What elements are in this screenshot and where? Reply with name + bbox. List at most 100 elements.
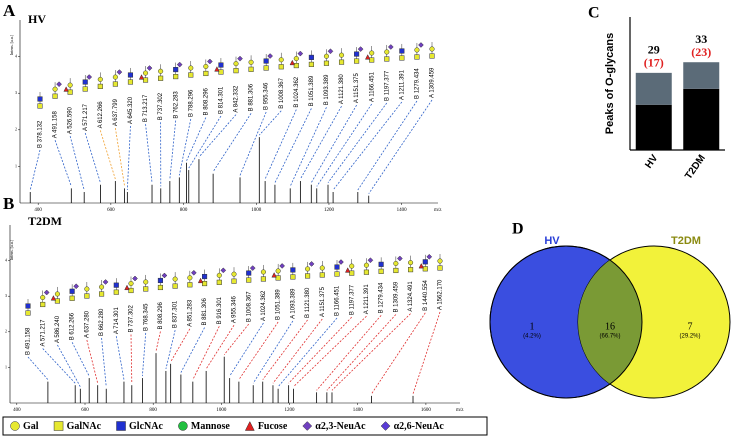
leader-line: [264, 109, 297, 180]
x-tick-label: 400: [13, 408, 21, 413]
glycan-icon: [393, 267, 399, 274]
peak-label: A 1324.491: [408, 281, 414, 312]
peak-label: B 1279.434: [415, 68, 421, 99]
y-axis-label: Intens. [a.u.]: [9, 34, 14, 55]
peak-label: A 1024.362: [261, 290, 267, 321]
venn-percent: (4.2%): [523, 334, 541, 340]
glycan-icon: [197, 277, 204, 284]
peak-label: B 1440.554: [423, 279, 429, 310]
leader-line: [57, 344, 81, 387]
peak-label: B 1121.380: [305, 287, 311, 318]
leader-line: [412, 311, 441, 395]
peak-label: A 491.158: [53, 111, 59, 139]
glycan-icon: [127, 72, 134, 78]
leader-line: [170, 328, 191, 363]
glycan-icon: [63, 86, 69, 92]
x-axis-label: m/z: [434, 208, 442, 213]
glycan-icon: [357, 46, 364, 52]
glycan-icon: [237, 55, 243, 62]
glycan-icon: [67, 82, 73, 88]
glycan-icon: [112, 74, 118, 80]
leader-line: [145, 124, 153, 183]
y-tick-label: 2: [15, 127, 17, 132]
peak-label: B 788.296: [188, 89, 194, 117]
glycan-icon: [220, 267, 227, 274]
glycan-icon: [289, 59, 296, 66]
legend-label: Fucose: [258, 421, 288, 432]
glycan-icon: [37, 96, 43, 102]
glycan-icon: [40, 294, 46, 301]
glycan-icon: [260, 276, 266, 282]
glycan-icon: [408, 260, 414, 266]
x-tick-label: 1200: [324, 208, 335, 213]
leader-line: [357, 100, 418, 191]
peak-label: B 955.346: [264, 82, 270, 110]
glycan-icon: [128, 280, 134, 287]
glycan-icon: [384, 56, 390, 62]
glycan-icon: [338, 259, 344, 265]
bar-segment: [635, 72, 672, 105]
leader-line: [165, 330, 176, 370]
glycan-icon: [172, 283, 178, 289]
glycan-icon: [202, 273, 208, 280]
leader-line: [223, 323, 250, 355]
leader-line: [180, 327, 205, 373]
glycan-icon: [393, 260, 399, 267]
glycan-icon: [158, 68, 164, 74]
glycan-icon: [157, 284, 163, 291]
glycan-icon: [263, 65, 269, 71]
leader-line: [29, 149, 41, 191]
glycan-icon: [128, 287, 134, 294]
peak-label: B 768.345: [143, 303, 149, 331]
bar-segment: [683, 88, 720, 150]
glycan-icon: [82, 79, 88, 85]
glycan-icon: [138, 74, 145, 80]
leader-line: [42, 348, 76, 384]
glycan-icon: [422, 266, 428, 272]
glycan-icon: [127, 79, 134, 85]
y-tick-label: 2: [5, 329, 7, 334]
leader-line: [212, 113, 252, 172]
x-tick-label: 1000: [216, 408, 227, 413]
spectrum-title: HV: [28, 12, 46, 26]
leader-line: [188, 115, 222, 169]
x-tick-label: 600: [107, 208, 115, 213]
glycan-icon: [279, 263, 285, 269]
leader-line: [331, 313, 411, 391]
legend-label: Gal: [23, 421, 39, 432]
leader-line: [169, 120, 177, 180]
legend-label: Mannose: [191, 421, 230, 432]
leader-line: [198, 114, 237, 158]
x-tick-label: 400: [34, 208, 42, 213]
glycan-icon: [50, 295, 57, 301]
leader-line: [54, 140, 72, 187]
glycan-icon: [354, 58, 360, 64]
x-tick-label: HV: [643, 153, 660, 171]
glycan-icon: [37, 103, 43, 109]
total-label: 29: [648, 43, 660, 57]
glycan-icon: [297, 50, 304, 57]
glycan-icon: [25, 303, 31, 309]
glycan-icon: [67, 89, 73, 95]
glycan-icon: [418, 42, 424, 48]
y-tick-label: 4: [15, 54, 17, 59]
peak-label: B 1093.389: [324, 74, 330, 105]
peak-label: A 1211.391: [399, 69, 405, 100]
leader-line: [238, 321, 279, 380]
peak-label: B 881.306: [249, 83, 255, 111]
glycan-icon: [146, 65, 153, 71]
glycan-icon: [275, 275, 281, 281]
legend-box: [2, 416, 488, 436]
peak-label: B 378.132: [38, 120, 44, 148]
glycan-icon: [142, 70, 149, 76]
peak-label: A 645.320: [128, 96, 134, 124]
glycan-icon: [369, 57, 375, 63]
glycan-icon: [187, 275, 193, 281]
peak-label: B 1051.389: [276, 289, 282, 320]
glycan-icon: [305, 266, 311, 272]
venn-percent: (66.7%): [599, 334, 620, 340]
glycan-icon: [43, 289, 50, 296]
glycan-icon: [73, 283, 79, 290]
leader-line: [84, 132, 101, 183]
